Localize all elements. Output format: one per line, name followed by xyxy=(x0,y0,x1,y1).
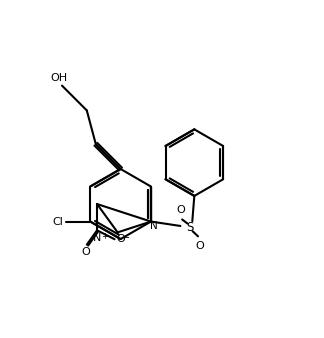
Text: OH: OH xyxy=(50,73,67,83)
Text: O: O xyxy=(176,205,185,215)
Text: O: O xyxy=(116,234,125,244)
Text: −: − xyxy=(122,233,130,243)
Text: O: O xyxy=(195,241,204,251)
Text: S: S xyxy=(186,221,194,234)
Text: N: N xyxy=(93,233,101,243)
Text: N: N xyxy=(150,221,157,231)
Text: Cl: Cl xyxy=(52,217,63,226)
Text: +: + xyxy=(101,232,108,241)
Text: O: O xyxy=(81,247,90,257)
